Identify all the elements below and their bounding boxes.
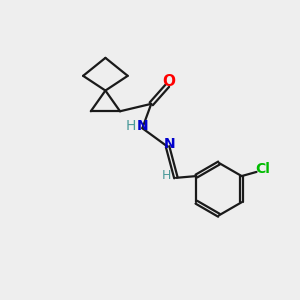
Text: H: H [126,119,136,134]
Text: Cl: Cl [255,162,270,176]
Text: O: O [162,74,175,89]
Text: N: N [163,137,175,151]
Text: N: N [137,119,149,134]
Text: H: H [162,169,171,182]
